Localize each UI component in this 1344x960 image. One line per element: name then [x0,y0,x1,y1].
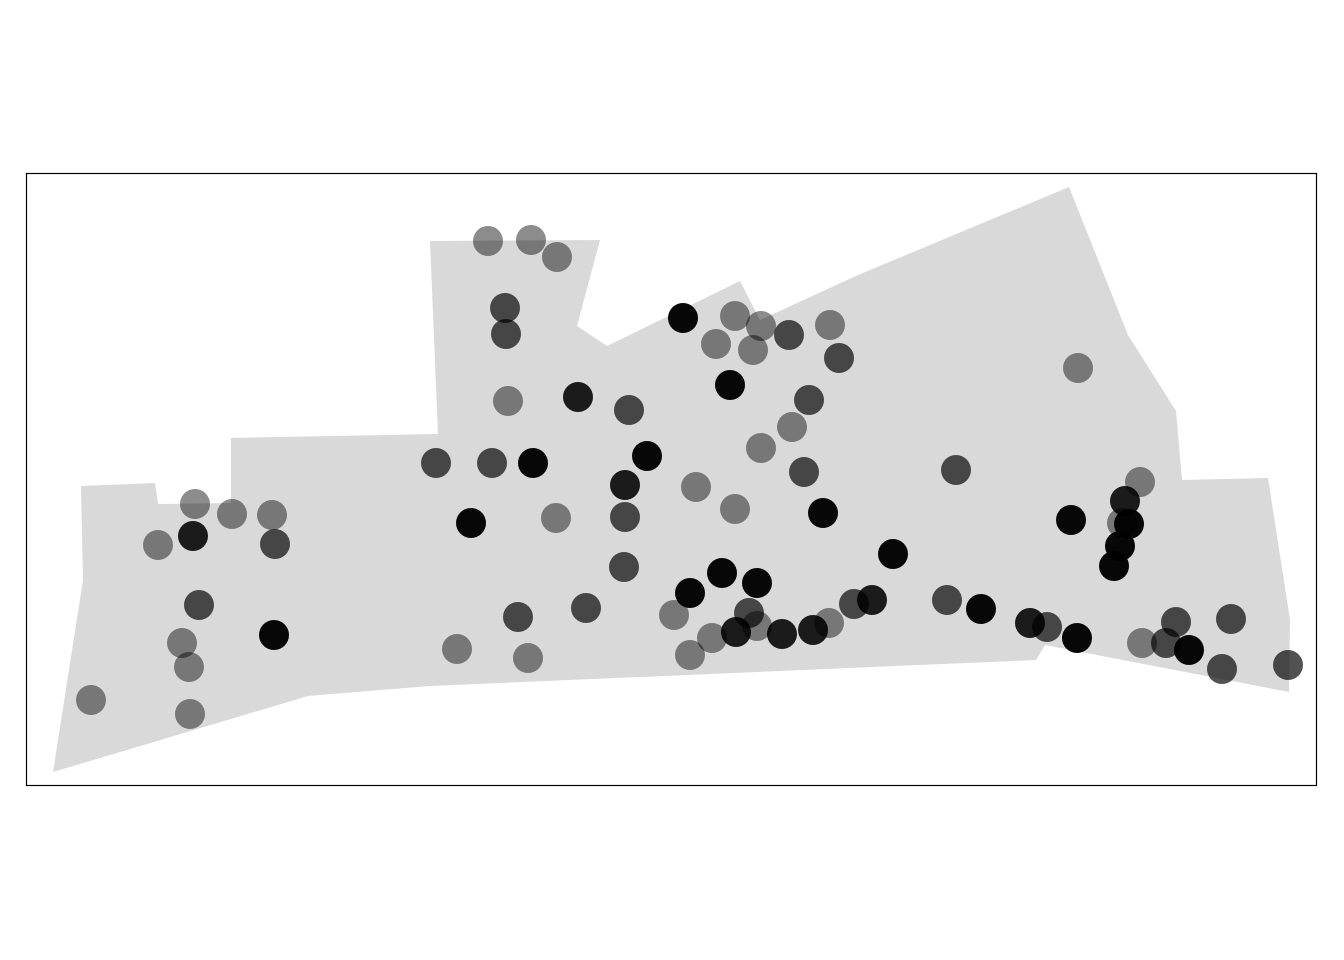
point [491,319,521,349]
point [966,594,996,624]
point [1110,486,1140,516]
point [1207,654,1237,684]
point [167,628,197,658]
point [798,615,828,645]
point [1127,628,1157,658]
point [857,585,887,615]
point [1099,551,1129,581]
point [814,608,844,638]
point [632,441,662,471]
point [473,226,503,256]
point [720,301,750,331]
point [878,539,908,569]
point [609,552,639,582]
point [1174,635,1204,665]
point [541,503,571,533]
point [217,499,247,529]
point [697,623,727,653]
point [456,508,486,538]
point [1161,607,1191,637]
point [746,311,776,341]
point [941,455,971,485]
point [789,457,819,487]
point [824,343,854,373]
point [659,600,689,630]
point [518,448,548,478]
point [180,489,210,519]
point [610,470,640,500]
point [493,386,523,416]
point [742,568,772,598]
point [721,617,751,647]
point [421,448,451,478]
point [767,619,797,649]
point [777,412,807,442]
point [571,593,601,623]
point [720,494,750,524]
point [260,529,290,559]
point [932,585,962,615]
point [1062,623,1092,653]
point [1063,353,1093,383]
point [563,382,593,412]
point [257,500,287,530]
point [681,472,711,502]
point [746,433,776,463]
point [815,310,845,340]
point [143,530,173,560]
point [1032,612,1062,642]
point [1216,604,1246,634]
point [738,335,768,365]
point [610,502,640,532]
points [76,225,1303,729]
point [808,498,838,528]
point [1056,505,1086,535]
region [53,187,1290,772]
point [701,329,731,359]
point [178,521,208,551]
point [668,303,698,333]
point [794,385,824,415]
point [516,225,546,255]
point [675,640,705,670]
point [76,685,106,715]
point [184,590,214,620]
point [477,448,507,478]
point [715,370,745,400]
point [774,320,804,350]
point [175,699,205,729]
point [174,652,204,682]
point [513,643,543,673]
point [707,558,737,588]
point [442,634,472,664]
point [742,611,772,641]
point [1273,650,1303,680]
point [503,602,533,632]
point [259,620,289,650]
point [675,578,705,608]
point [614,395,644,425]
point [542,242,572,272]
point [490,293,520,323]
